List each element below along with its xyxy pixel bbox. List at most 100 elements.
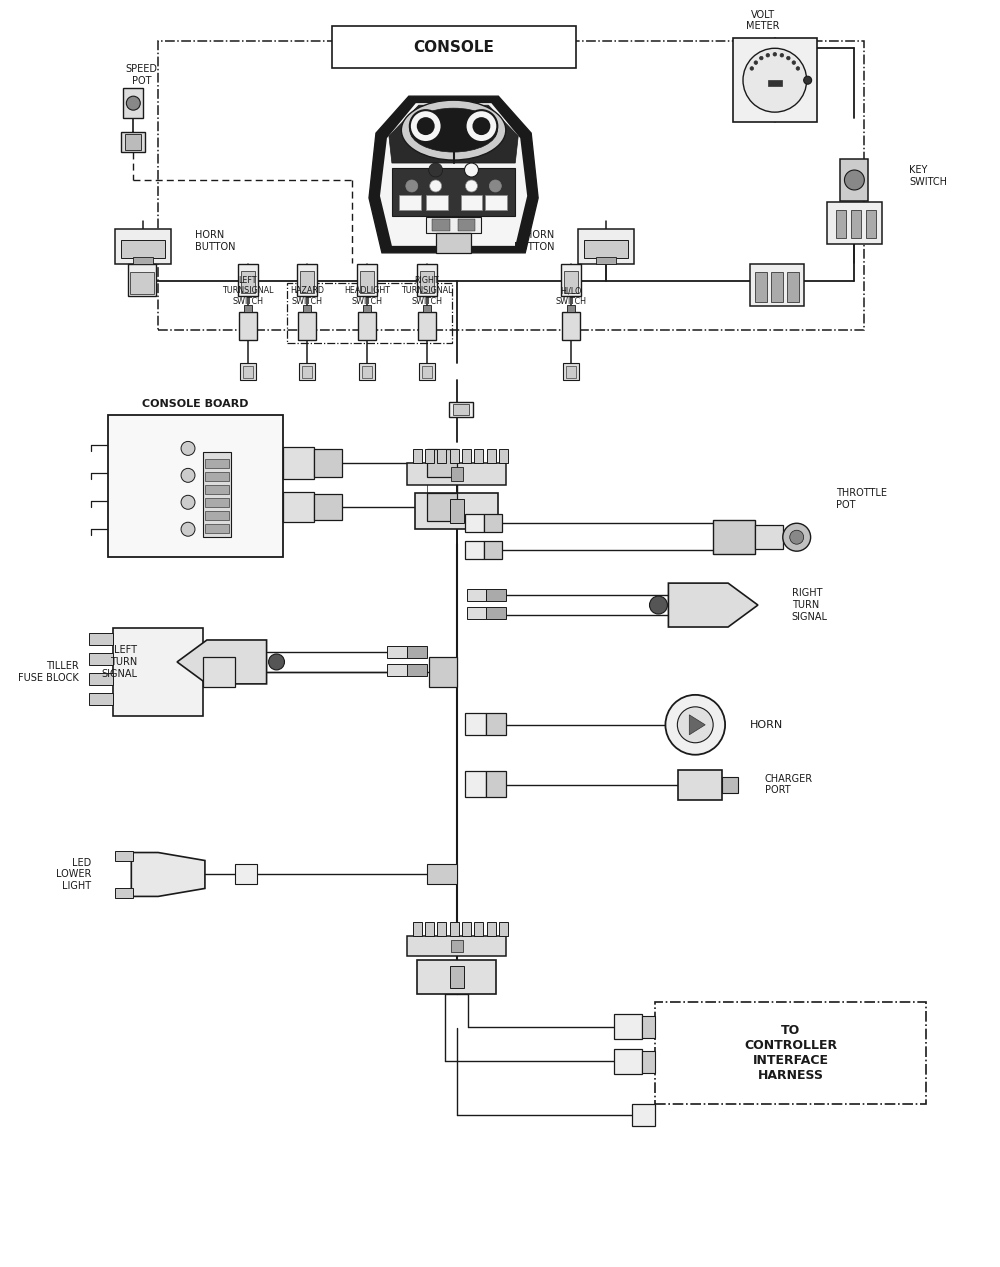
Polygon shape xyxy=(668,583,758,627)
Bar xyxy=(128,264,156,295)
Bar xyxy=(205,485,229,494)
Bar xyxy=(768,80,782,86)
Bar xyxy=(450,450,459,464)
Bar xyxy=(461,195,482,210)
Bar xyxy=(567,305,575,312)
Bar xyxy=(203,452,231,537)
Bar xyxy=(750,264,804,305)
Text: CONSOLE: CONSOLE xyxy=(413,39,494,54)
Bar xyxy=(450,967,464,988)
Bar xyxy=(467,607,486,620)
Bar xyxy=(787,272,799,302)
Circle shape xyxy=(844,170,864,190)
Bar xyxy=(392,169,515,215)
Bar xyxy=(426,217,481,233)
Text: HI/LO
SWITCH: HI/LO SWITCH xyxy=(555,286,586,305)
Bar xyxy=(244,305,252,312)
Bar xyxy=(239,312,257,340)
Bar xyxy=(486,589,506,601)
Bar xyxy=(302,366,312,378)
Bar xyxy=(436,233,471,253)
Bar xyxy=(283,493,314,522)
Bar xyxy=(399,195,421,210)
Bar xyxy=(437,922,446,936)
Bar xyxy=(203,658,235,687)
Circle shape xyxy=(181,469,195,483)
Bar xyxy=(314,494,342,521)
Text: CHARGER
PORT: CHARGER PORT xyxy=(765,774,813,796)
Bar xyxy=(426,195,448,210)
Bar xyxy=(413,922,422,936)
Circle shape xyxy=(417,117,435,136)
Bar xyxy=(123,89,143,118)
Bar xyxy=(866,210,876,238)
Circle shape xyxy=(787,56,790,60)
Text: TILLER
FUSE BLOCK: TILLER FUSE BLOCK xyxy=(18,661,79,683)
Bar xyxy=(851,210,861,238)
Bar xyxy=(562,312,580,340)
Text: HAZARD
SWITCH: HAZARD SWITCH xyxy=(290,286,324,305)
Text: THROTTLE
POT: THROTTLE POT xyxy=(836,489,887,511)
Bar xyxy=(205,460,229,469)
Bar xyxy=(733,38,817,122)
Bar xyxy=(642,1016,655,1038)
Text: HORN
BUTTON: HORN BUTTON xyxy=(514,231,554,252)
Circle shape xyxy=(429,163,443,177)
Bar xyxy=(241,271,255,293)
Bar xyxy=(130,272,154,294)
Bar xyxy=(243,366,253,378)
Bar xyxy=(713,521,755,554)
Bar xyxy=(423,305,431,312)
Bar xyxy=(485,195,507,210)
Bar xyxy=(578,229,634,264)
Bar xyxy=(642,1052,655,1073)
Bar xyxy=(121,132,145,152)
Bar xyxy=(205,525,229,533)
PathPatch shape xyxy=(389,105,518,163)
Bar xyxy=(474,922,483,936)
Bar xyxy=(420,271,434,293)
Bar xyxy=(407,664,427,675)
Bar xyxy=(499,922,508,936)
Circle shape xyxy=(792,61,796,65)
Bar xyxy=(332,27,576,68)
Bar xyxy=(287,283,452,342)
Circle shape xyxy=(760,56,763,60)
Circle shape xyxy=(796,67,800,70)
Circle shape xyxy=(430,180,442,193)
Bar xyxy=(358,312,376,340)
Bar xyxy=(584,239,628,257)
PathPatch shape xyxy=(380,103,527,246)
Polygon shape xyxy=(689,715,705,735)
Bar xyxy=(450,499,464,523)
Circle shape xyxy=(790,530,804,545)
Ellipse shape xyxy=(401,100,506,160)
Bar xyxy=(499,450,508,464)
Circle shape xyxy=(750,67,754,70)
Bar xyxy=(363,305,371,312)
Bar xyxy=(113,628,203,716)
Bar xyxy=(465,541,484,559)
Bar xyxy=(827,201,882,243)
Bar xyxy=(561,264,581,295)
Bar xyxy=(89,693,113,704)
Circle shape xyxy=(766,53,770,57)
Bar xyxy=(158,42,864,329)
Circle shape xyxy=(743,48,807,113)
Circle shape xyxy=(472,117,490,136)
Circle shape xyxy=(410,110,442,142)
Bar xyxy=(133,257,153,264)
Bar xyxy=(771,272,783,302)
Circle shape xyxy=(804,76,812,84)
Bar xyxy=(235,864,257,884)
Bar xyxy=(449,402,473,417)
Bar xyxy=(89,634,113,645)
Bar xyxy=(783,531,797,544)
Bar xyxy=(487,450,496,464)
Bar xyxy=(755,272,767,302)
Circle shape xyxy=(269,654,284,670)
Bar xyxy=(125,134,141,150)
Bar xyxy=(614,1014,642,1039)
Circle shape xyxy=(466,110,497,142)
Circle shape xyxy=(650,595,667,614)
